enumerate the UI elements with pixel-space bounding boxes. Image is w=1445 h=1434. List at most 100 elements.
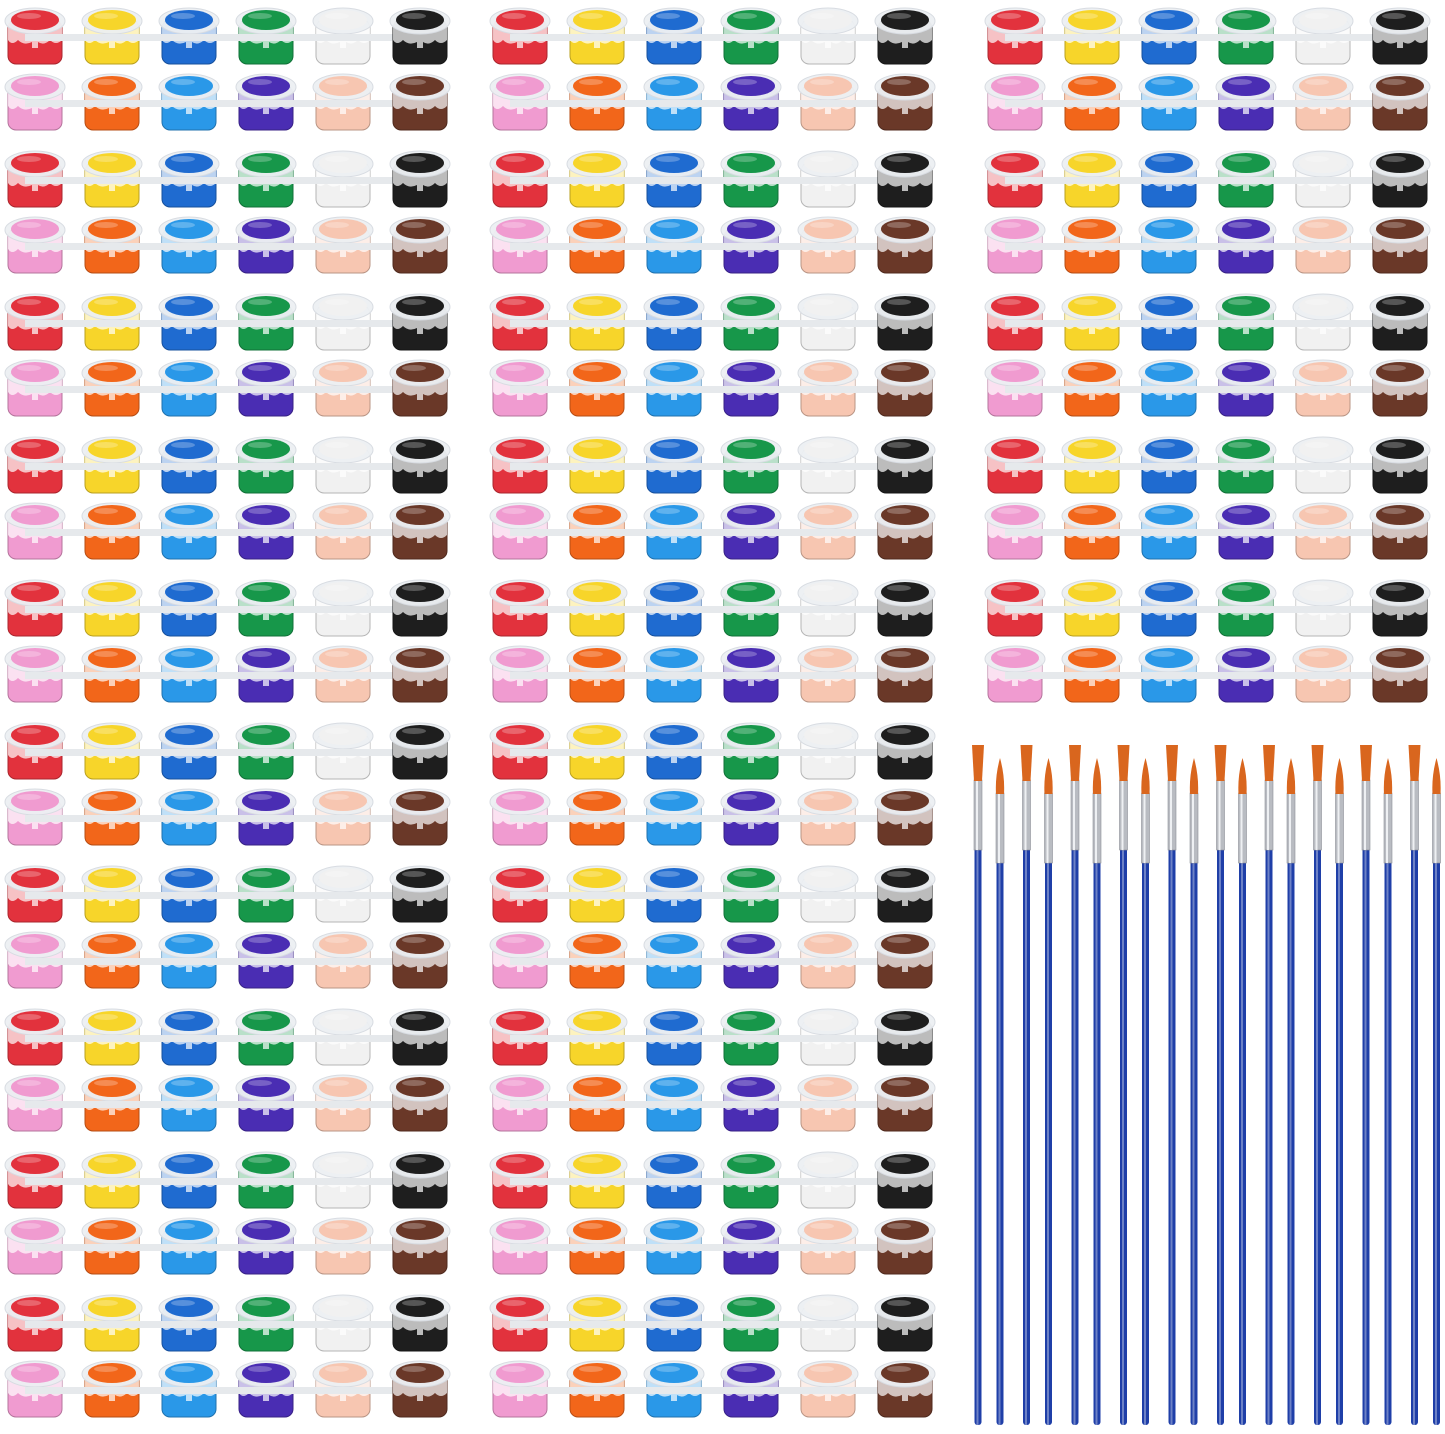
paint-pot [389,1074,451,1132]
paint-strip [510,1387,910,1394]
round-brush [1286,758,1296,1425]
paint-pot [81,722,143,780]
paint-pot [1215,436,1277,494]
paint-pot [566,645,628,703]
flat-brush [1117,745,1130,1425]
paint-pot [984,502,1046,560]
paint-pot [643,1217,705,1275]
paint-strip [25,958,425,965]
paint-pot [566,1294,628,1352]
paint-pot [4,436,66,494]
paint-pot [389,788,451,846]
paint-pot [720,216,782,274]
paint-pot [874,579,936,637]
paint-pot [1061,216,1123,274]
paint-pot [312,293,374,351]
paint-pot [643,7,705,65]
flat-brush [1360,745,1372,1425]
paint-strip [25,672,425,679]
paint-strip [1005,100,1405,107]
paint-pot [389,931,451,989]
paint-pot [566,1151,628,1209]
paint-pot [643,502,705,560]
paint-pot [158,722,220,780]
paint-pot [158,1360,220,1418]
paint-pot [312,1074,374,1132]
round-brush [1432,758,1441,1425]
paint-pot [1369,150,1431,208]
paint-pot [4,216,66,274]
paint-strip [1005,672,1405,679]
paint-strip [25,1178,425,1185]
paint-pot [643,73,705,131]
paint-pot [874,1294,936,1352]
paint-pot [1138,436,1200,494]
paint-pot [643,788,705,846]
paint-pot [566,359,628,417]
paint-strip [510,34,910,41]
paint-pot [874,216,936,274]
paint-pot [389,73,451,131]
paint-pot [1138,7,1200,65]
round-brush [1238,758,1247,1425]
paint-pot [1215,645,1277,703]
paint-pot [1215,216,1277,274]
paint-pot [1215,293,1277,351]
paint-pot [81,1294,143,1352]
flat-brush [972,745,984,1425]
paint-pot [4,150,66,208]
paint-pot [874,293,936,351]
paint-pot [1369,7,1431,65]
paint-strip [510,463,910,470]
paint-pot [643,1074,705,1132]
paint-pot [566,502,628,560]
paint-pot [874,1008,936,1066]
paint-strip [25,892,425,899]
paint-pot [158,931,220,989]
flat-brush [1020,745,1033,1425]
paint-strip [510,892,910,899]
paint-pot [312,1360,374,1418]
paint-pot [489,865,551,923]
paint-strip [25,34,425,41]
paint-strip [510,1101,910,1108]
paint-pot [797,645,859,703]
paint-pot [566,73,628,131]
paint-strip [510,606,910,613]
paint-strip [25,529,425,536]
paint-pot [874,931,936,989]
paint-pot [1292,293,1354,351]
paint-pot [1061,502,1123,560]
paint-strip [510,177,910,184]
paint-pot [984,216,1046,274]
paint-pot [235,645,297,703]
paint-pot [389,1008,451,1066]
paint-strip [510,1178,910,1185]
paint-pot [1061,436,1123,494]
paint-strip [1005,606,1405,613]
paint-pot [1369,502,1431,560]
paint-pot [1292,579,1354,637]
round-brush [995,758,1005,1425]
paint-pot [720,865,782,923]
paint-pot [489,1074,551,1132]
paint-pot [81,1008,143,1066]
paint-pot [566,865,628,923]
flat-brush [1311,745,1324,1425]
paint-pot [1369,359,1431,417]
paint-pot [720,7,782,65]
paint-strip [510,749,910,756]
paint-pot [643,579,705,637]
paint-pot [235,502,297,560]
paint-pot [1369,579,1431,637]
paint-pot [984,73,1046,131]
paint-pot [1369,216,1431,274]
paint-pot [389,436,451,494]
paint-strip [25,749,425,756]
paint-pot [389,722,451,780]
paint-pot [389,865,451,923]
paint-pot [797,788,859,846]
paint-pot [874,788,936,846]
paint-pot [874,1360,936,1418]
